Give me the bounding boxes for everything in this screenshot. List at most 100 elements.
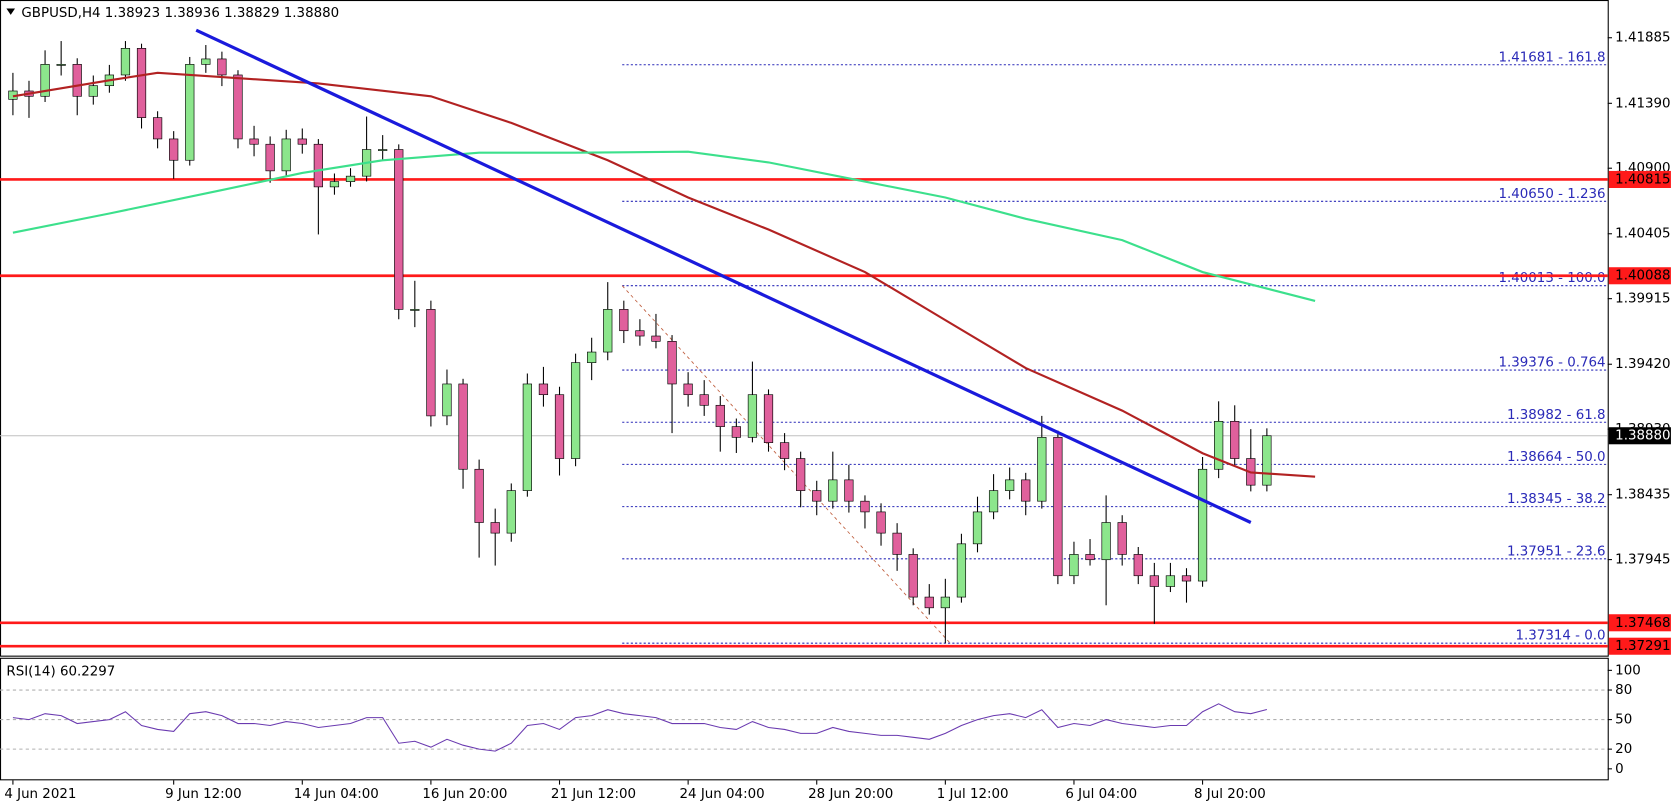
level-label: 1.37468: [1615, 616, 1670, 631]
x-tick-label: 4 Jun 2021: [4, 787, 76, 802]
fib-label: 1.40013 - 100.0: [1498, 271, 1605, 286]
y-tick-label: 1.40405: [1615, 227, 1670, 242]
candle-body: [136, 48, 147, 118]
candle-body: [747, 394, 758, 438]
candle-body: [651, 335, 661, 342]
level-label-box: [1608, 614, 1671, 632]
candle-body: [1117, 522, 1127, 555]
y-tick-label: 1.41390: [1615, 96, 1670, 111]
y-tick-label: 1.41885: [1615, 31, 1670, 46]
candle-body: [474, 468, 484, 523]
header-marker: [6, 8, 16, 15]
fib-label: 1.39376 - 0.764: [1498, 356, 1605, 371]
candle-body: [426, 309, 436, 417]
candle-body: [972, 511, 983, 545]
fib-label: 1.40650 - 1.236: [1498, 187, 1605, 202]
candle-body: [587, 351, 597, 363]
x-tick-label: 8 Jul 20:00: [1194, 787, 1266, 802]
x-tick-label: 1 Jul 12:00: [937, 787, 1009, 802]
fib-label: 1.37951 - 23.6: [1507, 544, 1606, 559]
candle-body: [217, 58, 227, 76]
rsi-line: [12, 703, 1268, 752]
y-tick-label: 20: [1615, 742, 1632, 757]
x-tick-label: 28 Jun 20:00: [808, 787, 893, 802]
y-tick-label: 80: [1615, 683, 1632, 698]
candle-body: [88, 85, 98, 97]
fib-label: 1.37314 - 0.0: [1515, 629, 1605, 644]
candle-body: [378, 149, 388, 151]
candle-body: [538, 383, 549, 396]
candle-body: [169, 138, 179, 161]
fib-anchor: [621, 285, 951, 644]
candle-body: [635, 330, 645, 337]
candle-body: [683, 383, 693, 396]
current-price-box: [1608, 427, 1671, 445]
x-tick-label: 24 Jun 04:00: [680, 787, 765, 802]
candle-body: [1133, 554, 1143, 577]
candle-body: [763, 394, 774, 443]
candle-body: [297, 138, 307, 145]
candle-body: [699, 394, 709, 406]
candle-body: [779, 442, 790, 459]
candle-body: [956, 543, 967, 598]
moving-average: [12, 150, 1316, 302]
level-label-box: [1608, 637, 1671, 655]
current-price-label: 1.38880: [1615, 429, 1670, 444]
candle-body: [892, 532, 902, 555]
candle-body: [908, 554, 918, 598]
level-label-box: [1608, 170, 1671, 188]
fib-label: 1.38982 - 61.8: [1507, 408, 1606, 423]
candle-body: [715, 404, 725, 427]
y-tick-label: 100: [1615, 663, 1641, 678]
candle-body: [1262, 435, 1272, 486]
candle-body: [828, 479, 838, 502]
candle-body: [1021, 479, 1031, 502]
y-tick-label: 1.39915: [1615, 292, 1670, 307]
candle-body: [410, 309, 420, 311]
candle-body: [40, 64, 50, 97]
candle-body: [201, 58, 211, 65]
candle-body: [876, 511, 886, 534]
x-tick-label: 16 Jun 20:00: [422, 787, 507, 802]
candle-body: [442, 383, 452, 417]
candle-body: [603, 309, 613, 353]
candle-body: [1053, 437, 1063, 577]
candle-body: [1214, 420, 1224, 470]
candle-body: [570, 362, 581, 459]
y-tick-label: 50: [1615, 713, 1632, 728]
candle-body: [458, 383, 468, 470]
candle-body: [1181, 575, 1192, 582]
candle-body: [265, 143, 275, 172]
candle-body: [329, 181, 340, 188]
rsi-pane: [0, 657, 1609, 781]
chart-title: GBPUSD,H4 1.38923 1.38936 1.38829 1.3888…: [21, 6, 339, 21]
fib-label: 1.38664 - 50.0: [1507, 450, 1606, 465]
candle-body: [233, 74, 243, 140]
candle-body: [1165, 575, 1176, 587]
rsi-title: RSI(14) 60.2297: [6, 665, 115, 680]
candle-body: [1197, 468, 1208, 582]
candle-body: [988, 490, 999, 513]
candle-body: [812, 490, 822, 502]
candle-body: [313, 143, 323, 188]
candle-body: [506, 490, 516, 534]
candle-body: [249, 138, 259, 145]
candle-body: [185, 64, 195, 161]
main-pane: [0, 0, 1609, 657]
candle-body: [522, 383, 532, 491]
candle-body: [1005, 479, 1015, 491]
candle-body: [120, 48, 131, 76]
y-tick-label: 0: [1615, 762, 1624, 777]
y-tick-label: 1.38435: [1615, 488, 1670, 503]
x-tick-label: 21 Jun 12:00: [551, 787, 636, 802]
candle-body: [924, 596, 934, 609]
candle-body: [1037, 437, 1047, 502]
moving-average: [12, 71, 1316, 478]
candle-body: [1069, 554, 1079, 577]
level-label: 1.40815: [1615, 172, 1670, 187]
candle-body: [1085, 554, 1095, 561]
candle-body: [1149, 575, 1159, 587]
candle-body: [490, 522, 500, 534]
